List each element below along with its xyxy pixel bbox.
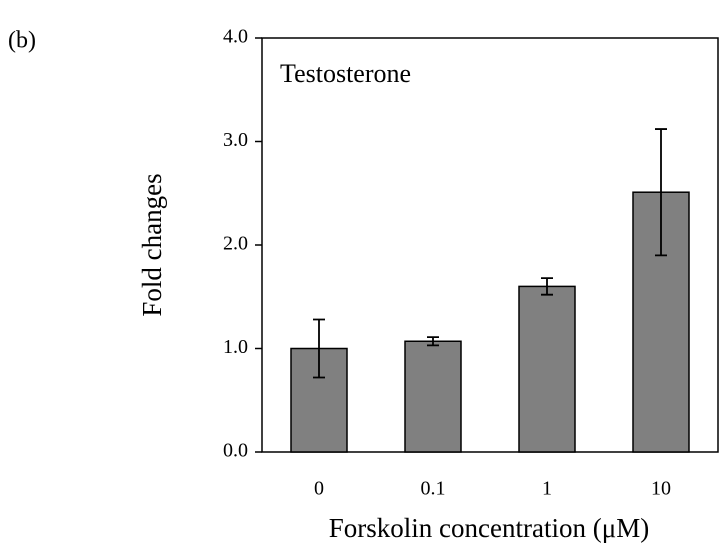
x-tick-label: 0.1 (421, 478, 446, 500)
x-axis-label: Forskolin concentration (μM) (329, 513, 649, 543)
error-bar (313, 318, 325, 379)
y-tick-label: 0.0 (223, 440, 248, 462)
y-tick-label: 2.0 (223, 233, 248, 255)
chart-title: Testosterone (280, 59, 411, 88)
panel-label: (b) (8, 28, 36, 54)
x-tick-label: 0 (314, 478, 324, 500)
x-tick-label: 10 (651, 478, 671, 500)
y-tick-label: 1.0 (223, 336, 248, 358)
bar (404, 340, 462, 453)
y-tick-label: 3.0 (223, 129, 248, 151)
error-bar (541, 277, 553, 296)
x-tick-label: 1 (542, 478, 552, 500)
y-tick-label: 4.0 (223, 26, 248, 48)
y-axis-label: Fold changes (137, 173, 167, 316)
error-bar (427, 336, 439, 347)
error-bar (655, 128, 667, 257)
bar (518, 285, 576, 453)
